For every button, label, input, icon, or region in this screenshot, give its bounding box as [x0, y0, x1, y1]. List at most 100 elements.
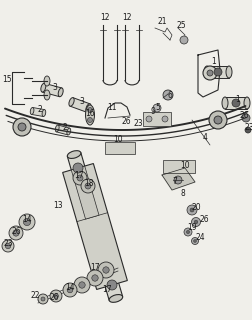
Text: 24: 24 — [195, 234, 205, 243]
Circle shape — [81, 179, 95, 193]
Ellipse shape — [67, 128, 71, 135]
Text: 26: 26 — [49, 293, 59, 302]
Circle shape — [54, 294, 58, 298]
Circle shape — [107, 280, 117, 290]
Text: 8: 8 — [181, 188, 185, 197]
Text: 16: 16 — [85, 108, 95, 117]
Ellipse shape — [67, 151, 81, 158]
Text: 26: 26 — [199, 214, 209, 223]
Circle shape — [192, 218, 201, 227]
Text: 22: 22 — [30, 292, 40, 300]
Text: 15: 15 — [2, 76, 12, 84]
Text: 17: 17 — [102, 285, 112, 294]
Circle shape — [214, 68, 222, 76]
Text: 2: 2 — [63, 124, 67, 132]
Text: 20: 20 — [191, 204, 201, 212]
Text: 2: 2 — [38, 106, 42, 115]
Circle shape — [41, 297, 45, 301]
Circle shape — [174, 176, 182, 184]
Ellipse shape — [55, 125, 59, 132]
Bar — [56, 125, 70, 135]
Text: 23: 23 — [3, 239, 13, 249]
Circle shape — [92, 275, 98, 281]
Circle shape — [85, 183, 91, 189]
Circle shape — [242, 114, 250, 122]
Circle shape — [103, 267, 109, 273]
Ellipse shape — [86, 104, 91, 112]
Circle shape — [187, 205, 197, 215]
Text: 17: 17 — [74, 171, 84, 180]
Ellipse shape — [41, 83, 46, 92]
Circle shape — [13, 118, 31, 136]
Ellipse shape — [204, 66, 210, 78]
Circle shape — [153, 104, 161, 112]
Text: 26: 26 — [239, 110, 249, 119]
Circle shape — [50, 290, 62, 302]
Ellipse shape — [69, 98, 74, 106]
Circle shape — [73, 171, 87, 185]
Circle shape — [74, 277, 90, 293]
Text: 1: 1 — [236, 95, 240, 105]
Text: 10: 10 — [113, 135, 123, 145]
Circle shape — [87, 117, 92, 123]
Text: 12: 12 — [122, 13, 132, 22]
Text: 7: 7 — [173, 178, 177, 187]
Ellipse shape — [30, 108, 34, 115]
Text: 3: 3 — [80, 98, 84, 107]
Circle shape — [190, 208, 194, 212]
Circle shape — [98, 262, 114, 278]
Text: 6: 6 — [168, 92, 172, 100]
Circle shape — [146, 116, 152, 122]
Ellipse shape — [75, 178, 89, 185]
Bar — [207, 66, 229, 78]
Circle shape — [38, 294, 48, 304]
Ellipse shape — [222, 97, 228, 109]
Text: 10: 10 — [180, 161, 190, 170]
Circle shape — [232, 99, 240, 107]
Circle shape — [194, 220, 198, 224]
Polygon shape — [63, 164, 127, 290]
Text: 12: 12 — [100, 13, 110, 22]
Bar — [163, 160, 195, 173]
Circle shape — [13, 230, 19, 236]
Bar — [70, 98, 90, 112]
Circle shape — [9, 226, 23, 240]
Ellipse shape — [109, 294, 123, 302]
Text: 25: 25 — [176, 21, 186, 30]
Text: 26: 26 — [121, 117, 131, 126]
Text: 1: 1 — [212, 58, 216, 67]
Text: 13: 13 — [53, 201, 63, 210]
Circle shape — [18, 123, 26, 131]
Polygon shape — [162, 168, 195, 190]
Bar — [32, 108, 45, 116]
Bar — [143, 112, 171, 126]
Text: 4: 4 — [203, 133, 207, 142]
Text: 26: 26 — [11, 228, 21, 236]
Polygon shape — [71, 166, 99, 219]
Circle shape — [87, 108, 92, 113]
Circle shape — [67, 287, 73, 293]
Circle shape — [209, 111, 227, 129]
Circle shape — [203, 66, 217, 80]
Circle shape — [194, 240, 196, 243]
Circle shape — [87, 270, 103, 286]
Text: 18: 18 — [84, 179, 94, 188]
Circle shape — [63, 283, 77, 297]
Bar — [101, 270, 123, 300]
Ellipse shape — [85, 105, 94, 125]
Bar — [225, 97, 247, 109]
Circle shape — [184, 228, 192, 236]
Circle shape — [162, 116, 168, 122]
Bar — [105, 142, 135, 154]
Text: 9: 9 — [150, 108, 155, 116]
Circle shape — [77, 175, 83, 181]
Ellipse shape — [101, 268, 115, 276]
Text: 5: 5 — [155, 103, 161, 113]
Circle shape — [2, 240, 14, 252]
Circle shape — [214, 116, 222, 124]
Ellipse shape — [226, 66, 232, 78]
Ellipse shape — [244, 97, 250, 109]
Ellipse shape — [42, 109, 46, 116]
Circle shape — [180, 36, 188, 44]
Text: 17: 17 — [90, 263, 100, 273]
